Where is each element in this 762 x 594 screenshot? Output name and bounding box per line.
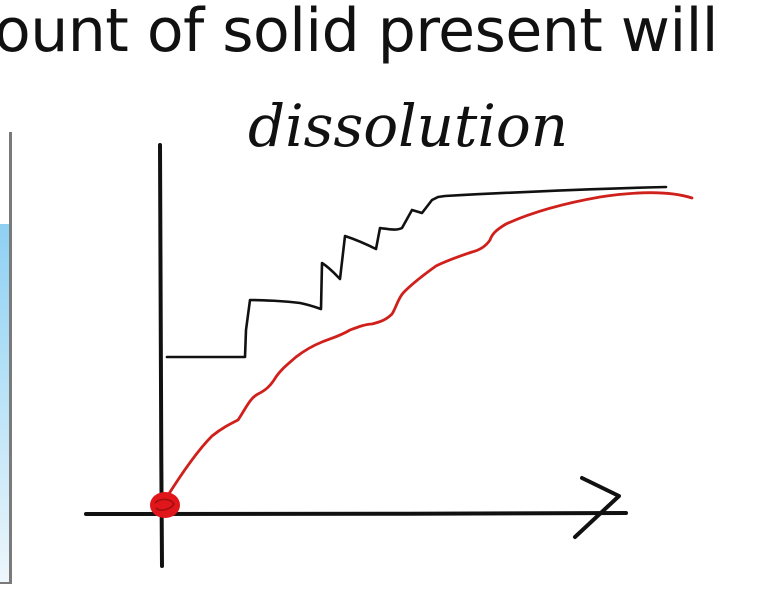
stepwise-curve	[165, 185, 668, 359]
origin-dot	[150, 492, 180, 518]
beaker-liquid	[0, 224, 11, 584]
origin-dot-scribble	[154, 498, 175, 511]
x-axis-arrowhead	[573, 476, 621, 539]
dissolution-curve	[163, 191, 694, 502]
beaker-base	[0, 582, 12, 584]
beaker-illustration	[0, 132, 12, 584]
beaker-wall	[9, 132, 12, 584]
dissolution-annotation: dissolution	[248, 92, 568, 160]
slide-heading: ount of solid present will	[0, 0, 718, 66]
